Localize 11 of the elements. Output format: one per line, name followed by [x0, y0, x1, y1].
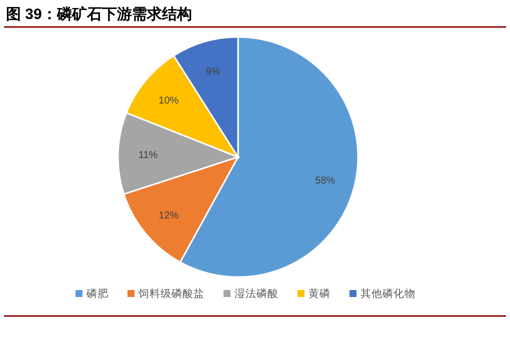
data-label: 12%: [158, 210, 179, 222]
data-label: 9%: [206, 66, 220, 78]
data-label: 10%: [158, 96, 179, 107]
title: 图 39：磷矿石下游需求结构: [6, 6, 192, 23]
legend-label: 黄磷: [308, 287, 330, 300]
legend-label: 磷肥: [86, 287, 108, 300]
legend-label: 饲料级磷酸盐: [138, 287, 204, 300]
data-label: 58%: [315, 175, 336, 186]
legend-label: 湿法磷酸: [234, 287, 278, 300]
legend-label: 其他磷化物: [360, 287, 416, 300]
data-label: 11%: [138, 150, 158, 162]
